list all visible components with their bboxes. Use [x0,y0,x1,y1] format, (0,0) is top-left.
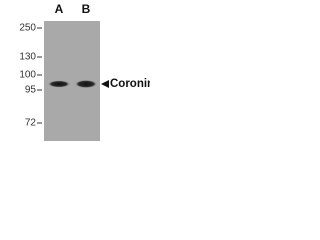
arrowhead [101,80,109,88]
marker-label: 100 [19,70,36,81]
target-label: Coronin 7 [110,78,150,90]
marker-label: 130 [19,52,36,63]
protein-band [75,80,97,88]
marker-label: 72 [25,118,37,129]
marker-label: 95 [25,85,37,96]
lane-label: B [82,2,91,16]
marker-label: 250 [19,23,36,34]
lane-label: A [55,2,64,16]
protein-band [48,80,70,88]
marker-ladder: 250 130 100 95 72 [19,23,42,129]
western-blot-figure: A B 250 130 100 95 72 Coronin 7 [0,0,150,141]
